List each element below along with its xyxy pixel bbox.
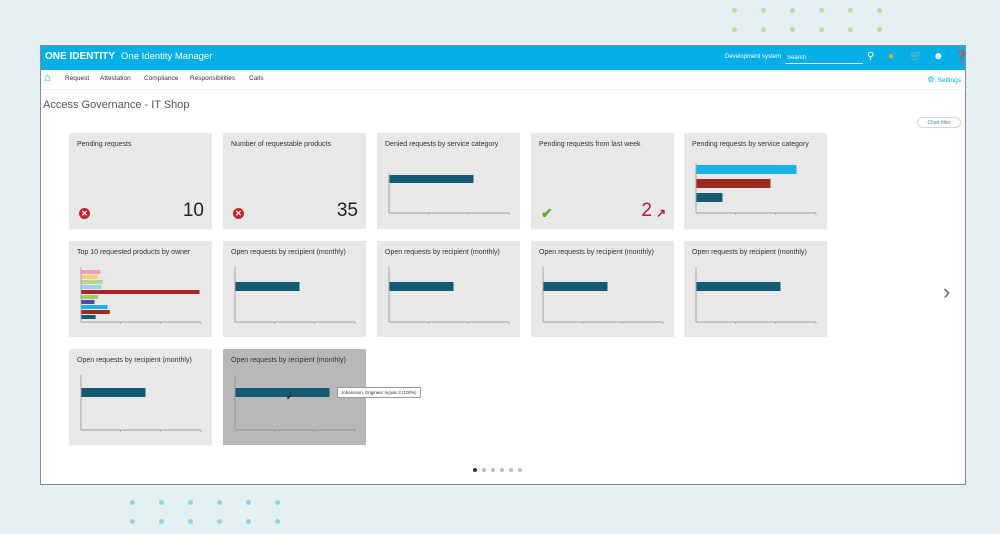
chart-bar[interactable]	[81, 290, 200, 294]
chart-bar[interactable]	[81, 285, 102, 289]
brand-logo-text: ONE IDENTITY	[45, 51, 116, 62]
chart-open-requests	[234, 267, 356, 324]
chart-bar[interactable]	[81, 300, 95, 304]
nav-request[interactable]: Request	[65, 75, 90, 82]
chart-open-requests	[542, 267, 664, 324]
tile-open-requests[interactable]: Open requests by recipient (monthly)	[69, 349, 212, 445]
bell-icon[interactable]: ●	[888, 51, 895, 62]
chart-pending-by-category	[695, 163, 817, 215]
settings-link[interactable]: ⚙ Settings	[927, 75, 961, 84]
nav-calls[interactable]: Calls	[249, 75, 264, 82]
decor-dots-top	[732, 8, 882, 32]
page-dot[interactable]	[509, 468, 513, 472]
chart-bar[interactable]	[81, 295, 99, 299]
chart-bar[interactable]	[81, 275, 99, 279]
tile-title: Open requests by recipient (monthly)	[385, 249, 500, 256]
chart-bar[interactable]	[696, 179, 771, 188]
tile-title: Number of requestable products	[231, 141, 331, 148]
tile-open-requests[interactable]: Open requests by recipient (monthly)	[684, 241, 827, 337]
tile-open-requests[interactable]: Open requests by recipient (monthly)	[377, 241, 520, 337]
tile-value: 10	[182, 200, 204, 221]
tile-title: Open requests by recipient (monthly)	[539, 249, 654, 256]
check-icon: ✔	[541, 205, 553, 221]
tile-open-requests[interactable]: Open requests by recipient (monthly)	[223, 241, 366, 337]
cart-icon[interactable]: 🛒	[910, 51, 923, 62]
tile-title: Open requests by recipient (monthly)	[77, 357, 192, 364]
chevron-right-icon[interactable]: ›	[943, 279, 951, 304]
trend-up-icon: ↗	[655, 206, 666, 220]
page-title: Access Governance - IT Shop	[43, 99, 190, 111]
tile-title: Open requests by recipient (monthly)	[692, 249, 807, 256]
page-dot[interactable]	[482, 468, 486, 472]
settings-label: Settings	[937, 77, 962, 84]
chart-open-requests	[234, 375, 356, 432]
tile-title: Denied requests by service category	[385, 141, 499, 148]
chart-tooltip: Johansson, Engineer Ingvar 3 (100%)	[337, 387, 421, 398]
nav-compliance[interactable]: Compliance	[144, 75, 179, 82]
chart-bar[interactable]	[81, 315, 96, 319]
chart-denied-by-category	[388, 173, 510, 215]
chart-open-requests	[695, 267, 817, 324]
page-indicator	[473, 468, 522, 472]
product-name: One Identity Manager	[121, 51, 213, 62]
chart-bar[interactable]	[81, 388, 146, 397]
nav-responsibilities[interactable]: Responsibilities	[190, 75, 236, 82]
chart-bar[interactable]	[389, 175, 474, 183]
chart-bar[interactable]	[235, 282, 300, 291]
home-icon[interactable]: ⌂	[44, 72, 51, 84]
tile-open-requests[interactable]: Open requests by recipient (monthly)	[531, 241, 674, 337]
chart-filter-button[interactable]: Chart filter	[917, 117, 961, 128]
search-icon[interactable]: ⚲	[867, 51, 875, 62]
tile-requestable-products[interactable]: Number of requestable products ✕ 35	[223, 133, 366, 229]
page-dot[interactable]	[500, 468, 504, 472]
tile-title: Pending requests	[77, 141, 132, 148]
brand-logo[interactable]: ONE IDENTITY One Identity Manager	[45, 51, 212, 62]
chart-bar[interactable]	[235, 388, 330, 397]
chart-bar[interactable]	[81, 310, 110, 314]
chart-bar[interactable]	[543, 282, 608, 291]
app-window: ONE IDENTITY One Identity Manager Develop…	[40, 45, 966, 485]
tile-pending-requests[interactable]: Pending requests ✕ 10	[69, 133, 212, 229]
chart-open-requests	[80, 375, 202, 432]
chart-bar[interactable]	[696, 193, 723, 202]
page-dot[interactable]	[518, 468, 522, 472]
tile-title: Pending requests from last week	[539, 141, 641, 148]
chart-bar[interactable]	[389, 282, 454, 291]
top-bar: ONE IDENTITY One Identity Manager Develop…	[41, 46, 965, 70]
chart-bar[interactable]	[81, 280, 103, 284]
tile-pending-by-category[interactable]: Pending requests by service category	[684, 133, 827, 229]
tile-top10-products[interactable]: Top 10 requested products by owner	[69, 241, 212, 337]
nav-attestation[interactable]: Attestation	[100, 75, 131, 82]
error-icon: ✕	[233, 208, 244, 219]
gear-icon: ⚙	[927, 75, 935, 84]
user-icon[interactable]: ☻	[933, 51, 944, 62]
chart-bar[interactable]	[696, 282, 781, 291]
chart-open-requests	[388, 267, 510, 324]
chart-top10-products	[80, 267, 202, 324]
tile-value: 35	[336, 200, 358, 221]
tile-title: Open requests by recipient (monthly)	[231, 357, 346, 364]
chart-bar[interactable]	[696, 165, 797, 174]
nav-bar: ⌂ Request Attestation Compliance Respons…	[41, 70, 965, 90]
help-icon[interactable]: ❓	[955, 51, 965, 63]
tile-denied-by-category[interactable]: Denied requests by service category	[377, 133, 520, 229]
tile-value: 2	[641, 200, 652, 221]
tile-title: Top 10 requested products by owner	[77, 249, 191, 256]
error-icon: ✕	[79, 208, 90, 219]
tile-title: Pending requests by service category	[692, 141, 809, 148]
page-dot[interactable]	[473, 468, 477, 472]
mouse-cursor-icon: ⬈	[286, 392, 293, 401]
search-input[interactable]	[785, 52, 863, 64]
decor-dots-bottom	[130, 500, 280, 524]
tile-title: Open requests by recipient (monthly)	[231, 249, 346, 256]
tile-pending-last-week[interactable]: Pending requests from last week ✔ 2 ↗	[531, 133, 674, 229]
system-label: Development system	[725, 54, 782, 60]
chart-bar[interactable]	[81, 270, 101, 274]
chart-bar[interactable]	[81, 305, 108, 309]
page-dot[interactable]	[491, 468, 495, 472]
